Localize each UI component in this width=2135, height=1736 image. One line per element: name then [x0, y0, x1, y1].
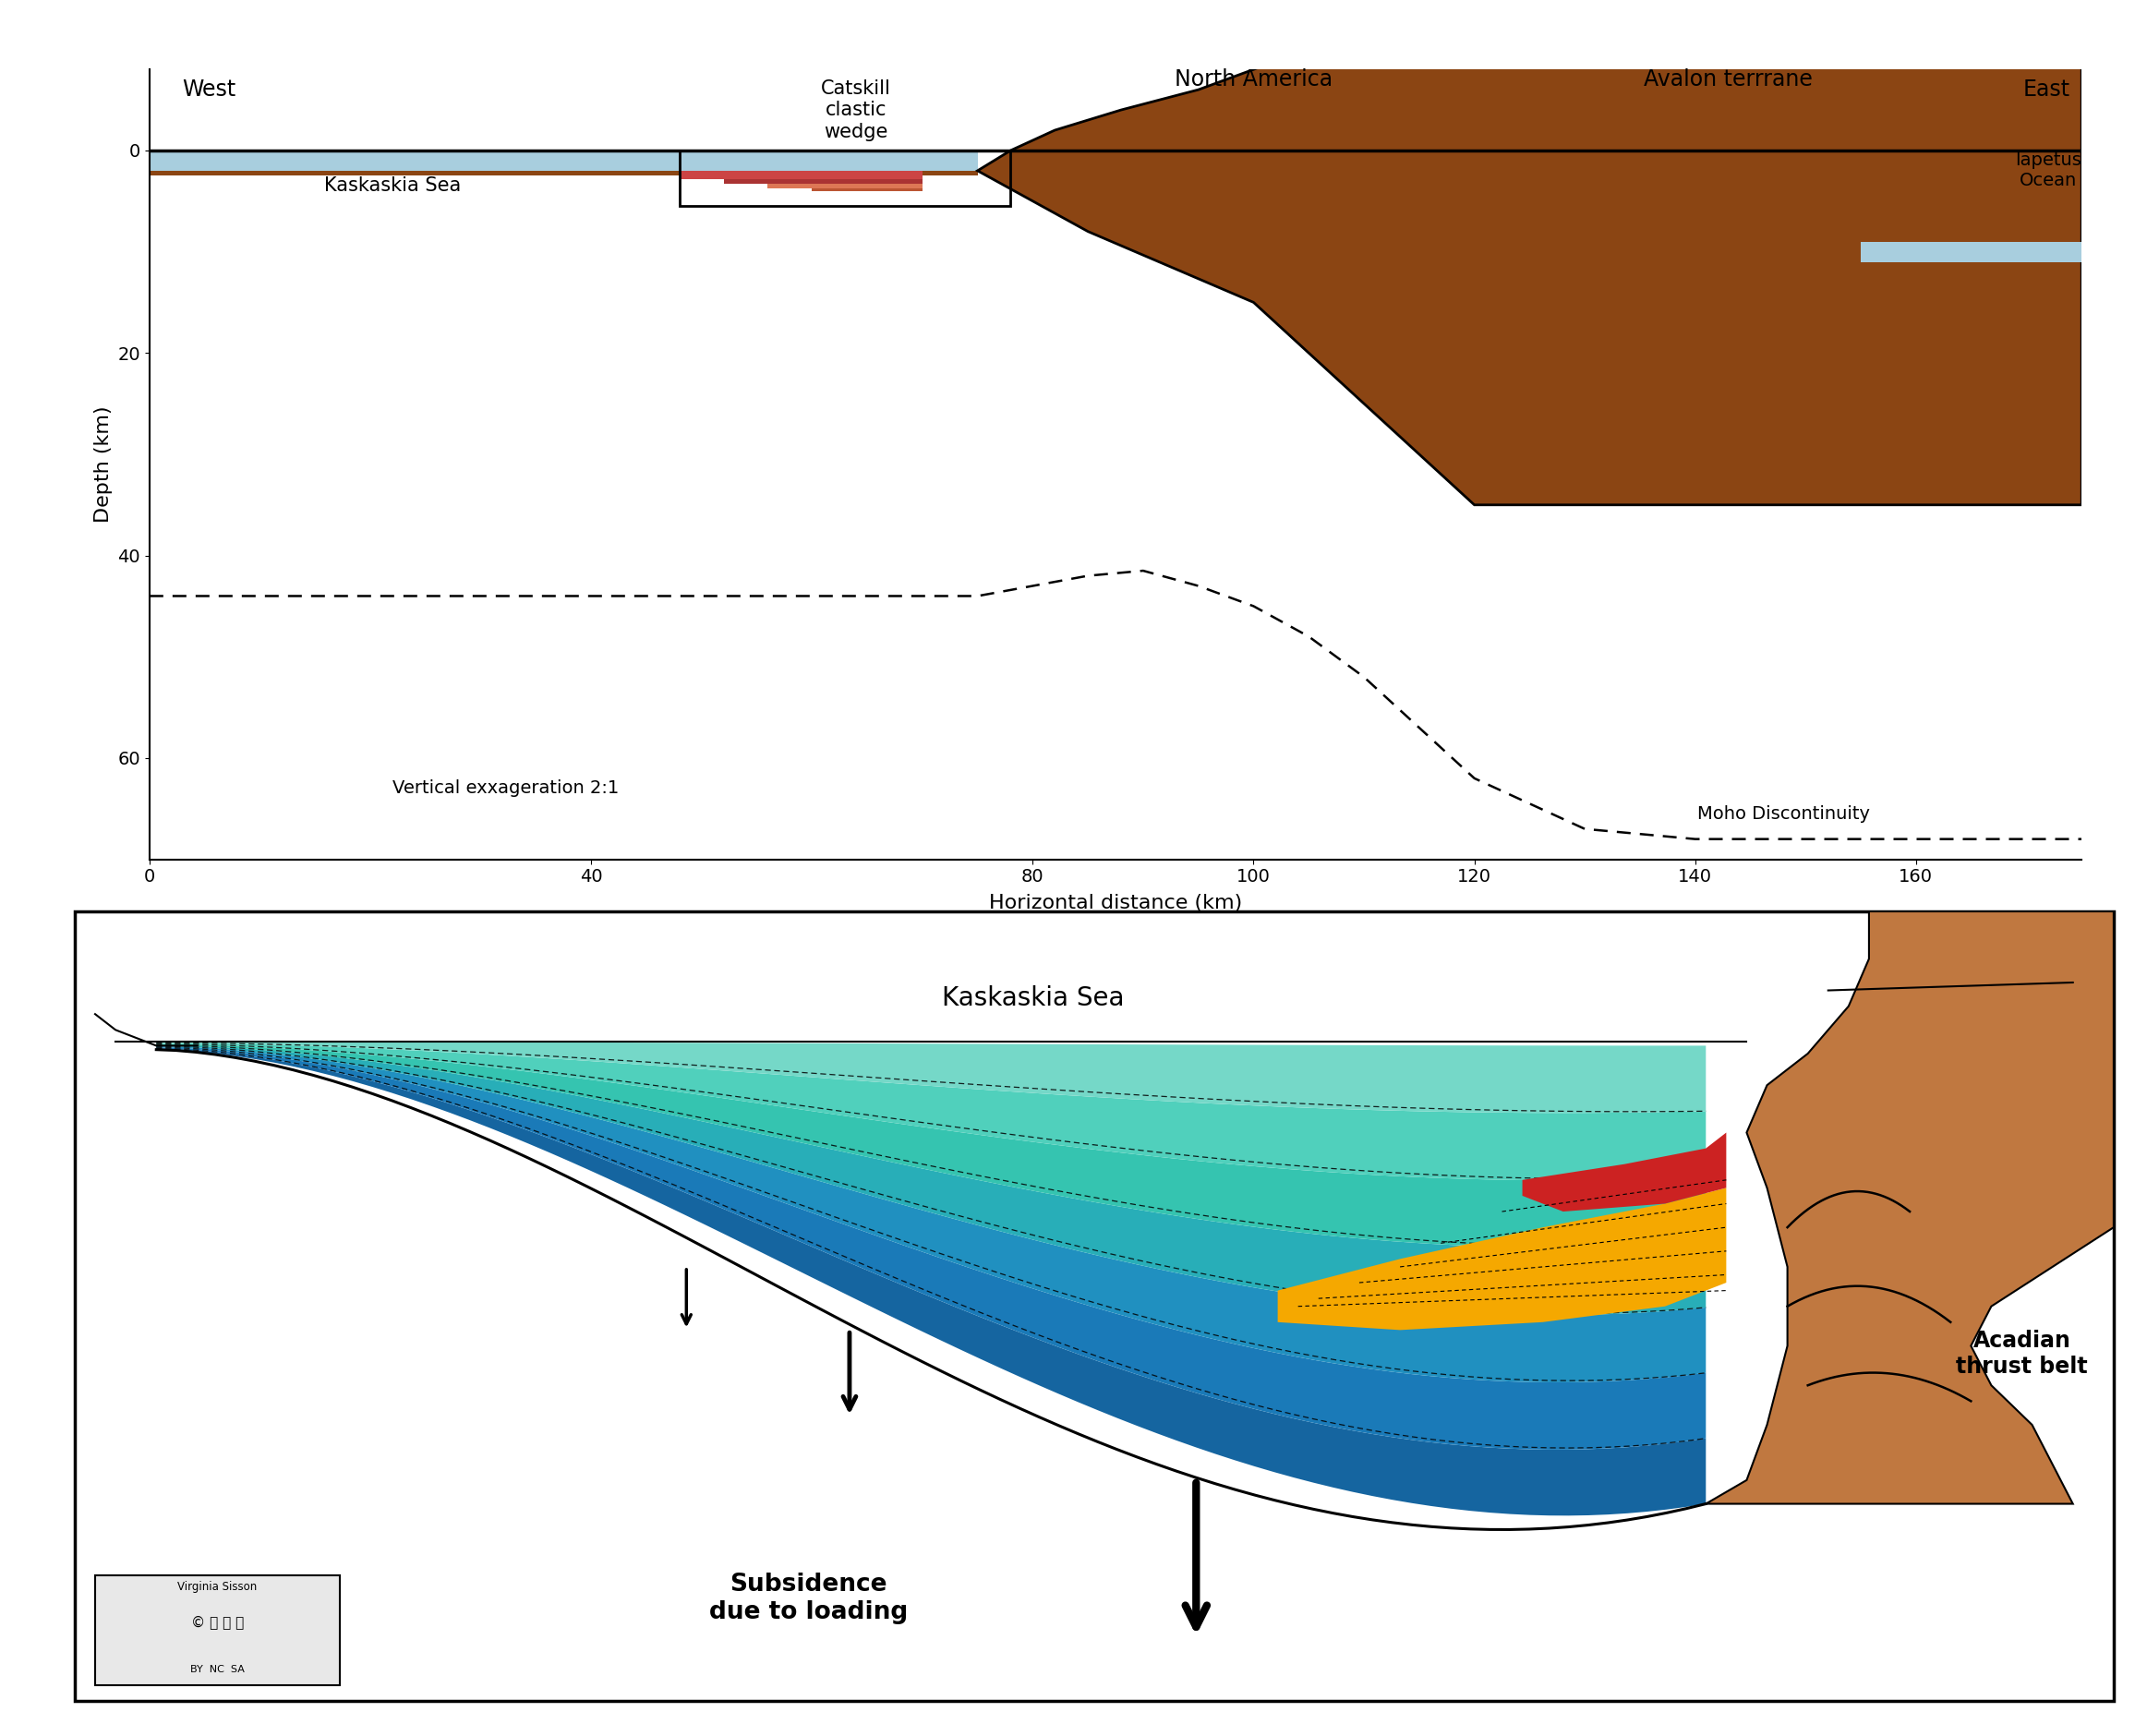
Polygon shape — [156, 1047, 1706, 1382]
Text: Kaskaskia Sea: Kaskaskia Sea — [942, 986, 1125, 1010]
Text: Acadian
thrust belt: Acadian thrust belt — [1956, 1330, 2088, 1378]
Text: Vertical exxageration 2:1: Vertical exxageration 2:1 — [393, 779, 619, 797]
Text: Iapetus
Ocean: Iapetus Ocean — [2015, 151, 2082, 189]
Text: Virginia Sisson: Virginia Sisson — [177, 1581, 258, 1592]
Bar — [96, 1575, 339, 1686]
Y-axis label: Depth (km): Depth (km) — [94, 406, 113, 523]
Polygon shape — [1522, 1132, 1727, 1212]
Polygon shape — [156, 1049, 1706, 1516]
Text: © ⓘ ⓢ ⓐ: © ⓘ ⓢ ⓐ — [190, 1616, 243, 1628]
X-axis label: Horizontal distance (km): Horizontal distance (km) — [989, 894, 1243, 911]
Text: West: West — [184, 78, 237, 101]
Polygon shape — [769, 184, 922, 187]
Polygon shape — [978, 0, 2082, 505]
Polygon shape — [679, 170, 922, 179]
Polygon shape — [156, 1042, 1706, 1113]
Polygon shape — [724, 179, 922, 184]
Text: Catskill
clastic
wedge: Catskill clastic wedge — [822, 80, 890, 141]
Polygon shape — [149, 151, 978, 170]
Text: East: East — [2024, 78, 2071, 101]
Text: Subsidence
due to loading: Subsidence due to loading — [709, 1573, 907, 1625]
Text: Moho Discontinuity: Moho Discontinuity — [1697, 806, 1870, 823]
Polygon shape — [811, 187, 922, 191]
Text: Kaskaskia Sea: Kaskaskia Sea — [325, 177, 461, 194]
Polygon shape — [156, 1045, 1706, 1314]
Polygon shape — [1277, 1187, 1727, 1330]
Text: Avalon terrrane: Avalon terrrane — [1644, 68, 1813, 90]
Text: BY  NC  SA: BY NC SA — [190, 1665, 246, 1674]
Polygon shape — [149, 170, 978, 175]
Polygon shape — [156, 1043, 1706, 1248]
Polygon shape — [1862, 241, 2082, 262]
Bar — [679, 151, 1010, 207]
Polygon shape — [1706, 911, 2114, 1503]
Text: North America: North America — [1174, 68, 1332, 90]
Polygon shape — [156, 1047, 1706, 1450]
Polygon shape — [156, 1043, 1706, 1180]
